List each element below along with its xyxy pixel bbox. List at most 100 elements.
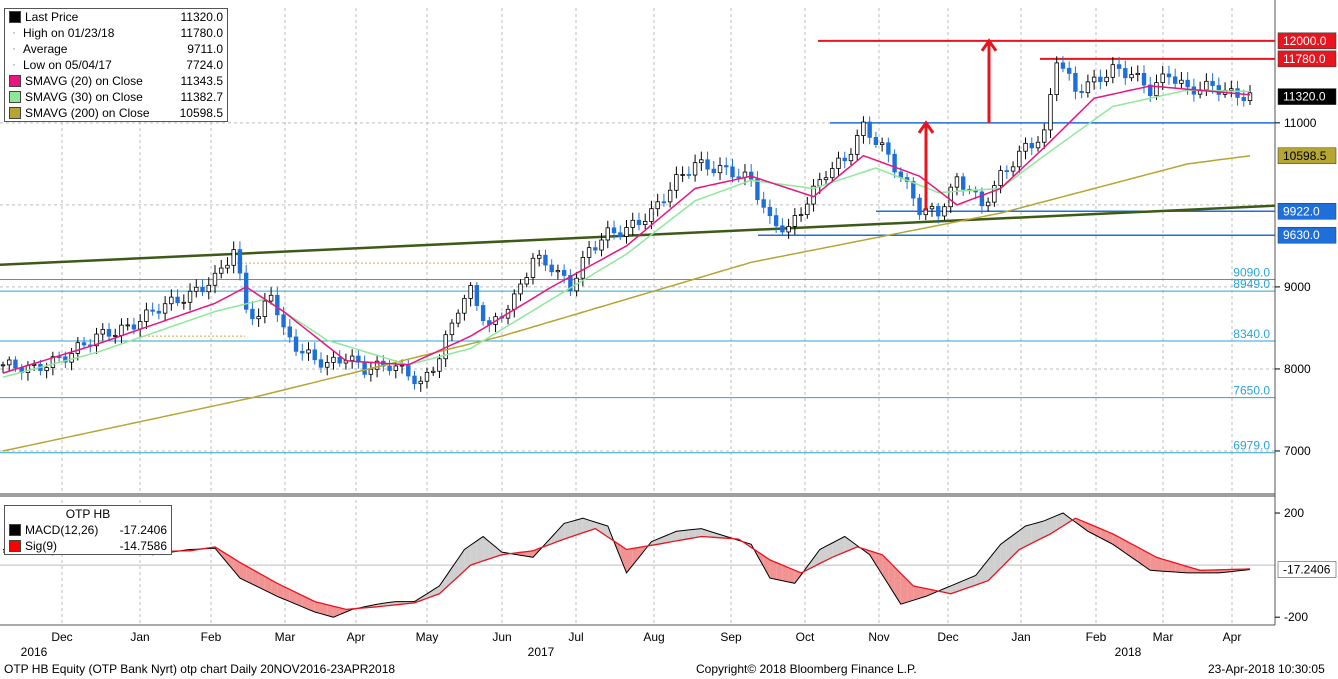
candle-body (985, 201, 991, 207)
candle-body (948, 186, 953, 208)
macd-fill (570, 519, 577, 537)
candle-body (512, 293, 517, 310)
macd-fill (277, 583, 284, 599)
signal-line (2, 517, 1251, 611)
legend-swatch (9, 91, 21, 103)
macd-y-tick-label: -200 (1284, 610, 1308, 624)
macd-fill (1000, 539, 1007, 569)
footer-left: OTP HB Equity (OTP Bank Nyrt) otp chart … (4, 662, 396, 676)
candle-body (437, 358, 442, 372)
macd-fill (676, 530, 683, 541)
candle-body (1035, 141, 1041, 149)
x-tick-label: Jun (492, 630, 511, 644)
legend-swatch (9, 524, 21, 536)
candle-body (1148, 84, 1153, 97)
candle-body (1160, 73, 1165, 84)
macd-fill (913, 585, 920, 601)
legend-row: · High on 01/23/18 11780.0 (5, 25, 227, 41)
candle-body (798, 214, 804, 216)
legend-marker-icon: · (12, 59, 16, 71)
fib-level-label: 8340.0 (1233, 327, 1270, 341)
macd-fill (1156, 557, 1163, 572)
candle-body (243, 272, 249, 310)
candle-body (892, 153, 897, 173)
candle-body (1066, 67, 1072, 74)
candle-body (1135, 72, 1140, 76)
candle-body (13, 359, 18, 369)
candle-body (1023, 142, 1028, 152)
level-tag-label: 10598.5 (1283, 149, 1327, 163)
candle-body (69, 352, 74, 363)
x-tick-label: Jan (1011, 630, 1030, 644)
macd-fill (894, 567, 901, 605)
macd-fill (576, 518, 583, 535)
macd-fill (526, 550, 533, 558)
macd-fill (919, 587, 926, 599)
candle-body (730, 166, 735, 178)
macd-fill (433, 585, 440, 597)
macd-fill (283, 586, 290, 602)
macd-y-tick-label: 200 (1284, 506, 1304, 520)
trendline (0, 204, 1276, 267)
candle-body (618, 232, 623, 237)
candle-body (580, 257, 586, 279)
candle-body (256, 316, 261, 320)
legend-label: Average (23, 42, 68, 56)
macd-legend-row: Sig(9) -14.7586 (5, 538, 171, 554)
macd-fill (227, 554, 234, 571)
candle-body (929, 206, 935, 210)
macd-fill (296, 592, 303, 607)
candle-body (1098, 76, 1103, 83)
macd-fill (1013, 530, 1020, 556)
macd-fill (1044, 518, 1051, 537)
candle-body (1091, 76, 1097, 83)
legend-row: Last Price 11320.0 (5, 9, 227, 25)
macd-fill (458, 549, 465, 577)
macd-fill (439, 576, 446, 594)
macd-fill (589, 520, 596, 531)
x-tick-label: May (416, 630, 439, 644)
candle-body (1172, 76, 1178, 84)
candle-body (861, 121, 866, 136)
candle-body (200, 286, 205, 293)
candle-body (194, 286, 199, 292)
candle-body (1054, 62, 1059, 95)
candle-body (1042, 129, 1047, 143)
macd-fill (638, 546, 646, 558)
legend-label: SMAVG (200) on Close (25, 106, 150, 120)
candle-body (543, 254, 548, 266)
macd-fill (264, 576, 272, 594)
candle-body (586, 247, 592, 258)
macd-fill (632, 547, 639, 566)
candle-body (830, 168, 835, 179)
candle-body (867, 121, 872, 138)
candle-body (100, 329, 105, 335)
macd-fill (1175, 562, 1182, 573)
macd-fill (1050, 515, 1057, 534)
candle-body (561, 270, 567, 276)
candle-body (424, 371, 430, 382)
candle-body (692, 162, 698, 176)
candle-body (474, 285, 480, 306)
candle-body (661, 201, 667, 204)
macd-fill (925, 588, 933, 597)
candle-body (331, 356, 336, 363)
candle-body (287, 326, 293, 338)
legend-swatch (9, 540, 21, 552)
candle-body (823, 177, 829, 181)
candle-body (150, 309, 155, 312)
candle-body (699, 159, 704, 164)
candle-body (113, 334, 118, 337)
candle-body (268, 294, 274, 302)
candle-body (387, 365, 392, 371)
macd-fill (826, 542, 833, 561)
macd-fill (302, 595, 309, 610)
candle-body (599, 239, 604, 251)
level-tag-label: 12000.0 (1283, 34, 1327, 48)
x-tick-label: Jul (568, 630, 583, 644)
candle-body (1129, 74, 1134, 79)
candle-body (1141, 72, 1147, 86)
candle-body (568, 275, 573, 292)
candle-body (293, 336, 299, 352)
macd-fill (869, 550, 876, 565)
